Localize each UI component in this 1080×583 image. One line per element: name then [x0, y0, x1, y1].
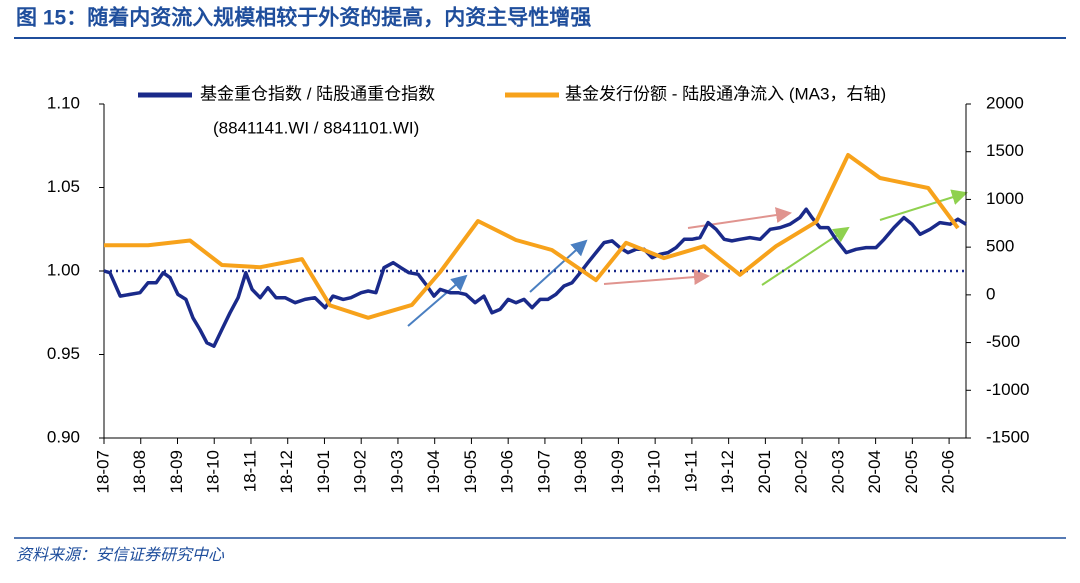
x-tick-label: 19-11 [681, 450, 700, 492]
x-tick-label: 18-09 [167, 450, 186, 493]
y2-tick-label: -1500 [986, 427, 1029, 446]
y-tick-label: 1.05 [47, 177, 80, 196]
x-tick-label: 18-12 [277, 450, 296, 493]
x-tick-label: 19-01 [314, 450, 333, 493]
x-tick-label: 19-09 [608, 450, 627, 493]
source: 资料来源：安信证券研究中心 [16, 546, 225, 564]
x-tick-label: 19-06 [498, 450, 517, 493]
x-tick-label: 18-07 [93, 450, 112, 493]
y-tick-label: 1.00 [47, 260, 80, 279]
series-line [104, 153, 960, 320]
y2-tick-label: 1000 [986, 189, 1024, 208]
x-tick-label: 20-02 [792, 450, 811, 493]
x-tick-label: 19-03 [387, 450, 406, 493]
legend-label: 基金发行份额 - 陆股通净流入 (MA3，右轴) [565, 84, 886, 103]
chart-title: 图 15：随着内资流入规模相较于外资的提高，内资主导性增强 [16, 6, 591, 30]
arrows [407, 189, 968, 327]
y2-tick-label: 0 [986, 284, 995, 303]
y-tick-label: 0.90 [47, 427, 80, 446]
x-tick-label: 20-03 [828, 450, 847, 493]
legend-note: (8841141.WI / 8841101.WI) [213, 118, 419, 137]
y2-tick-label: 500 [986, 237, 1014, 256]
x-tick-label: 19-12 [718, 450, 737, 493]
y2-tick-label: 1500 [986, 141, 1024, 160]
x-tick-label: 19-02 [351, 450, 370, 493]
x-tick-label: 19-08 [571, 450, 590, 493]
legend-label: 基金重仓指数 / 陆股通重仓指数 [200, 84, 435, 103]
x-tick-label: 19-05 [461, 450, 480, 493]
x-tick-label: 19-07 [534, 450, 553, 493]
x-tick-label: 18-11 [240, 450, 259, 492]
x-tick-label: 20-05 [902, 450, 921, 493]
x-tick-label: 19-10 [645, 450, 664, 493]
series-line [103, 207, 967, 348]
x-tick-label: 18-08 [130, 450, 149, 493]
x-tick-label: 20-06 [939, 450, 958, 493]
x-tick-label: 18-10 [204, 450, 223, 493]
y2-tick-label: 2000 [986, 93, 1024, 112]
x-tick-label: 20-01 [755, 450, 774, 493]
x-tick-label: 19-04 [424, 450, 443, 493]
y-tick-label: 0.95 [47, 344, 80, 363]
y-tick-label: 1.10 [47, 93, 80, 112]
y2-tick-label: -500 [986, 332, 1020, 351]
x-tick-label: 20-04 [865, 450, 884, 493]
y2-tick-label: -1000 [986, 380, 1029, 399]
